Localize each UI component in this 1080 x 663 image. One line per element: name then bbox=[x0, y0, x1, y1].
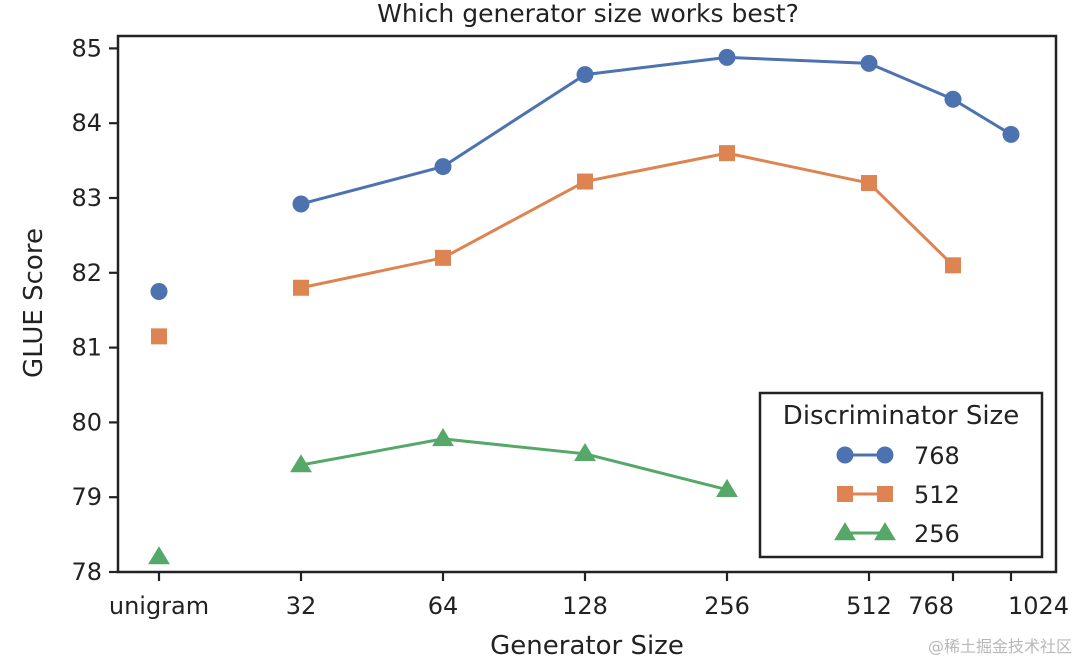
data-point-512-64 bbox=[435, 249, 451, 266]
data-point-256-128 bbox=[574, 442, 596, 462]
legend: Discriminator Size 768 512 256 bbox=[758, 391, 1044, 559]
legend-label: 256 bbox=[914, 520, 960, 548]
x-tick-label: unigram bbox=[109, 592, 209, 620]
y-tick-label: 85 bbox=[71, 34, 102, 62]
x-tick-label: 512 bbox=[846, 592, 892, 620]
data-point-768-unigram bbox=[150, 283, 168, 300]
y-tick-label: 84 bbox=[71, 109, 102, 137]
data-point-512-512 bbox=[861, 175, 877, 192]
data-point-768-64 bbox=[434, 158, 452, 176]
data-point-768-128 bbox=[576, 66, 594, 84]
legend-marker bbox=[874, 522, 896, 541]
legend-marker bbox=[834, 522, 856, 541]
legend-item-512: 512 bbox=[837, 481, 960, 509]
y-tick-label: 80 bbox=[71, 408, 102, 436]
data-point-512-32 bbox=[293, 279, 309, 296]
data-point-768-768 bbox=[944, 90, 962, 108]
x-tick-label: 32 bbox=[286, 592, 317, 620]
legend-title: Discriminator Size bbox=[783, 401, 1019, 431]
series-line-768 bbox=[300, 55, 1012, 206]
legend-item-768: 768 bbox=[836, 442, 960, 470]
data-point-256-32 bbox=[290, 454, 312, 473]
data-point-768-256 bbox=[718, 48, 736, 66]
legend-box bbox=[758, 391, 1044, 559]
legend-item-256: 256 bbox=[834, 520, 960, 548]
y-tick-label: 83 bbox=[71, 184, 102, 212]
data-point-512-768 bbox=[945, 257, 961, 274]
y-tick-label: 78 bbox=[71, 558, 102, 586]
series-line-512 bbox=[300, 151, 955, 290]
data-point-256-64 bbox=[432, 428, 454, 447]
y-tick-label: 79 bbox=[71, 483, 102, 511]
data-point-768-512 bbox=[860, 54, 878, 72]
data-point-768-32 bbox=[292, 195, 310, 213]
y-axis-title: GLUE Score bbox=[19, 228, 49, 378]
watermark: @稀土掘金技术社区 bbox=[927, 637, 1072, 656]
legend-marker bbox=[876, 446, 894, 464]
x-axis: unigram 32 64 128 256 512 768 1024 bbox=[109, 572, 1069, 620]
y-tick-label: 82 bbox=[71, 259, 102, 287]
x-tick-label: 256 bbox=[704, 592, 750, 620]
legend-label: 512 bbox=[914, 481, 960, 509]
legend-label: 768 bbox=[914, 442, 960, 470]
x-tick-label: 128 bbox=[562, 592, 608, 620]
legend-marker bbox=[837, 486, 853, 502]
data-point-512-unigram bbox=[151, 328, 167, 345]
x-tick-label: 768 bbox=[908, 592, 954, 620]
legend-marker bbox=[877, 486, 893, 502]
data-point-256-256 bbox=[716, 478, 738, 497]
series-512 bbox=[151, 145, 961, 345]
plot-area-frame bbox=[116, 34, 1058, 574]
legend-marker bbox=[836, 446, 854, 464]
y-tick-label: 81 bbox=[71, 334, 102, 362]
legend-entries: 768 512 256 bbox=[834, 442, 960, 548]
x-tick-label: 64 bbox=[428, 592, 459, 620]
series-768 bbox=[150, 48, 1020, 300]
x-tick-label: 1024 bbox=[1008, 592, 1069, 620]
series-line-256 bbox=[300, 437, 728, 492]
series-layer bbox=[148, 48, 1020, 565]
data-point-256-unigram bbox=[148, 546, 170, 565]
data-point-768-1024 bbox=[1002, 125, 1020, 143]
y-axis: 78 79 80 81 82 83 84 85 bbox=[71, 34, 118, 586]
x-axis-title: Generator Size bbox=[490, 631, 684, 661]
chart-title: Which generator size works best? bbox=[377, 0, 799, 28]
data-point-512-256 bbox=[719, 145, 735, 162]
data-point-512-128 bbox=[577, 173, 593, 190]
series-256 bbox=[148, 428, 738, 565]
